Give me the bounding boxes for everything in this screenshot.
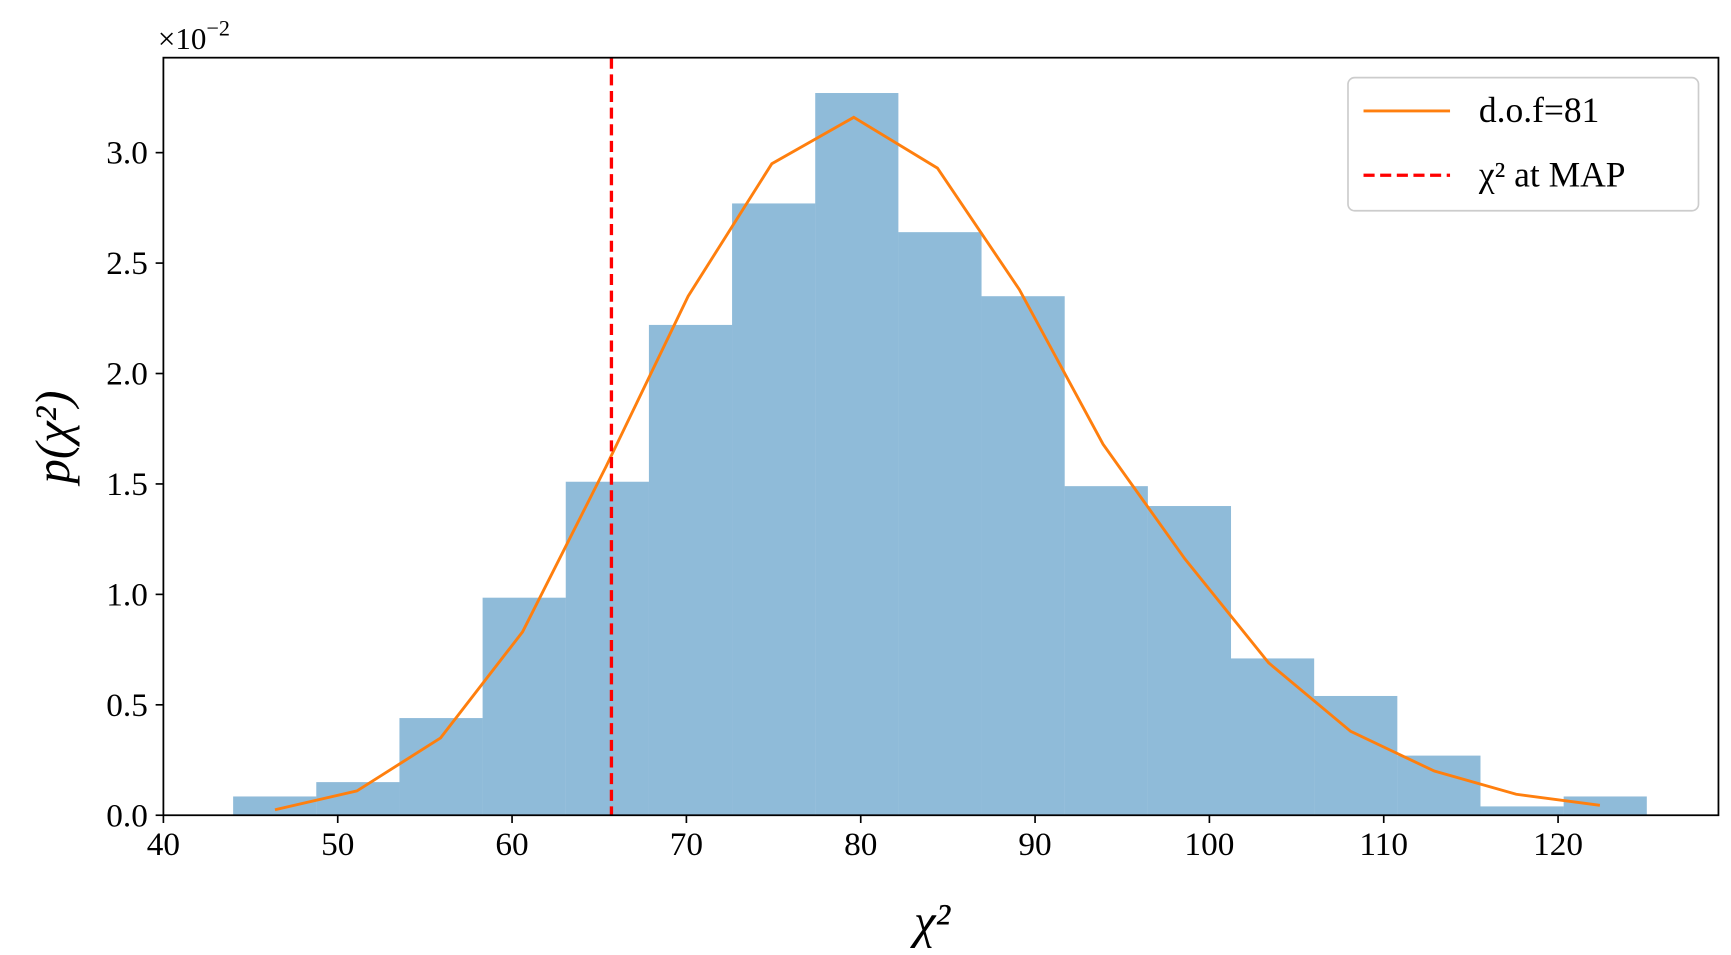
density-line bbox=[274, 115, 1601, 812]
histogram-bar bbox=[732, 203, 816, 816]
histogram-bar bbox=[565, 481, 649, 816]
legend-label: χ² at MAP bbox=[1478, 154, 1626, 194]
histogram-bar bbox=[898, 232, 982, 816]
offset-exponent: −2 bbox=[206, 15, 230, 40]
y-tick-label: 2.0 bbox=[106, 356, 148, 393]
histogram-bar bbox=[399, 718, 483, 816]
y-tick-label: 0.5 bbox=[106, 687, 148, 724]
y-axis-label: p(χ²) bbox=[26, 391, 80, 487]
histogram-bar bbox=[1064, 486, 1148, 816]
x-tick-label: 80 bbox=[844, 826, 877, 863]
histogram-bar bbox=[1231, 658, 1315, 816]
x-tick-label: 40 bbox=[147, 826, 180, 863]
x-tick-label: 60 bbox=[495, 826, 528, 863]
y-tick-label: 1.5 bbox=[106, 466, 148, 503]
y-tick-label: 3.0 bbox=[106, 135, 148, 172]
legend-label: d.o.f=81 bbox=[1479, 90, 1600, 130]
histogram-bar bbox=[1563, 796, 1647, 816]
x-tick-label: 90 bbox=[1018, 826, 1051, 863]
x-axis-label: χ² bbox=[910, 894, 951, 948]
x-tick-label: 70 bbox=[670, 826, 703, 863]
histogram-bar bbox=[233, 796, 317, 816]
plot-frame bbox=[162, 56, 1720, 817]
histogram-bar bbox=[648, 324, 733, 816]
y-offset-label: ×10−2 bbox=[158, 15, 230, 55]
offset-base: ×10 bbox=[158, 21, 207, 56]
histogram-bar bbox=[815, 93, 899, 816]
histogram-bar bbox=[1397, 755, 1481, 816]
histogram-bar bbox=[316, 782, 400, 816]
x-tick-label: 50 bbox=[321, 826, 354, 863]
y-tick-label: 0.0 bbox=[106, 797, 148, 834]
histogram-bar bbox=[1147, 506, 1232, 816]
y-tick-label: 1.0 bbox=[106, 576, 148, 613]
histogram-bar bbox=[1314, 695, 1398, 816]
y-tick-label: 2.5 bbox=[106, 245, 148, 282]
x-tick-label: 120 bbox=[1533, 826, 1583, 863]
histogram-bar bbox=[981, 296, 1065, 816]
x-tick-label: 110 bbox=[1359, 826, 1408, 863]
x-tick-label: 100 bbox=[1184, 826, 1234, 863]
histogram-bar bbox=[1480, 806, 1564, 816]
histogram-bar bbox=[482, 597, 566, 816]
